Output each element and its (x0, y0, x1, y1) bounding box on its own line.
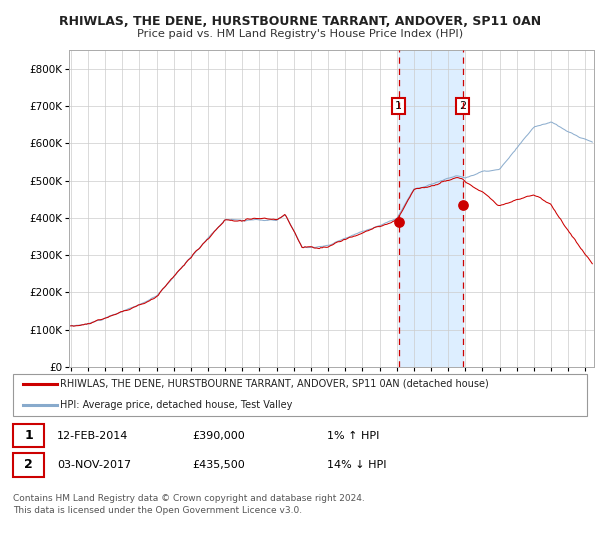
Text: RHIWLAS, THE DENE, HURSTBOURNE TARRANT, ANDOVER, SP11 0AN: RHIWLAS, THE DENE, HURSTBOURNE TARRANT, … (59, 15, 541, 27)
Bar (399, 50, 463, 367)
Text: 14% ↓ HPI: 14% ↓ HPI (327, 460, 386, 470)
Text: 1: 1 (25, 429, 33, 442)
Text: 12-FEB-2014: 12-FEB-2014 (57, 431, 128, 441)
Text: 2: 2 (25, 458, 33, 472)
Text: 2: 2 (459, 101, 466, 111)
Text: 1% ↑ HPI: 1% ↑ HPI (327, 431, 379, 441)
Text: HPI: Average price, detached house, Test Valley: HPI: Average price, detached house, Test… (60, 400, 292, 410)
Text: Price paid vs. HM Land Registry's House Price Index (HPI): Price paid vs. HM Land Registry's House … (137, 29, 463, 39)
Point (458, 200, 467, 209)
Text: Contains HM Land Registry data © Crown copyright and database right 2024.
This d: Contains HM Land Registry data © Crown c… (13, 494, 365, 515)
Text: £390,000: £390,000 (192, 431, 245, 441)
Text: RHIWLAS, THE DENE, HURSTBOURNE TARRANT, ANDOVER, SP11 0AN (detached house): RHIWLAS, THE DENE, HURSTBOURNE TARRANT, … (60, 379, 489, 389)
Point (394, 217, 404, 226)
Text: 1: 1 (395, 101, 402, 111)
Text: 03-NOV-2017: 03-NOV-2017 (57, 460, 131, 470)
Text: £435,500: £435,500 (192, 460, 245, 470)
